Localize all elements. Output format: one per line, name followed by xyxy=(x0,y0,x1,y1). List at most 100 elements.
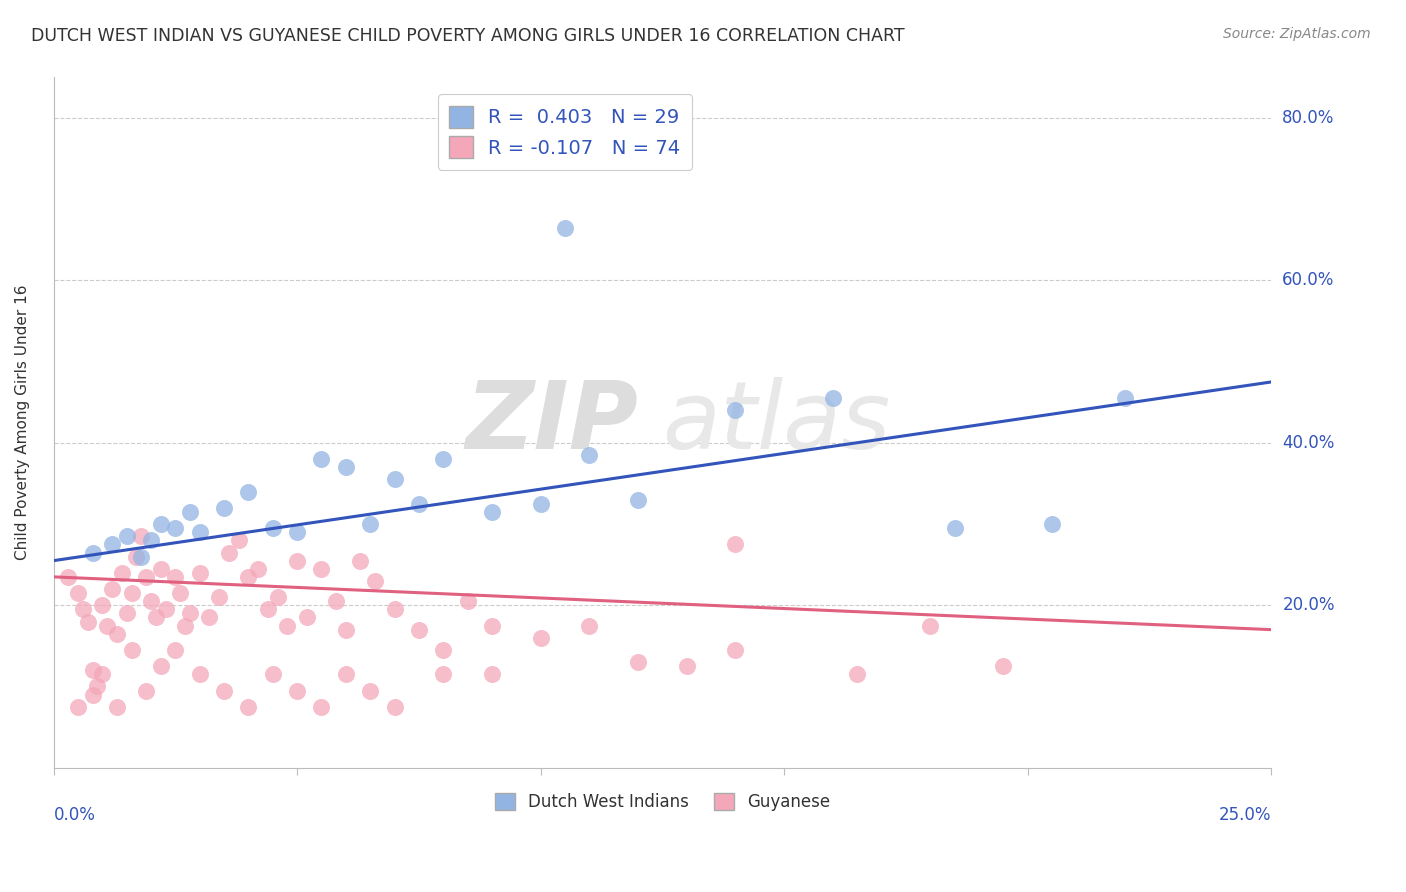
Point xyxy=(115,607,138,621)
Point xyxy=(364,574,387,588)
Text: Source: ZipAtlas.com: Source: ZipAtlas.com xyxy=(1223,27,1371,41)
Text: 40.0%: 40.0% xyxy=(1282,434,1334,452)
Point xyxy=(165,521,187,535)
Point xyxy=(311,562,333,576)
Point xyxy=(457,594,479,608)
Point xyxy=(238,484,260,499)
Point xyxy=(96,618,118,632)
Point xyxy=(58,570,80,584)
Point xyxy=(325,594,347,608)
Text: ZIP: ZIP xyxy=(465,376,638,468)
Point xyxy=(188,566,211,580)
Point xyxy=(530,497,553,511)
Point xyxy=(66,586,89,600)
Point xyxy=(266,590,288,604)
Point xyxy=(335,667,357,681)
Point xyxy=(943,521,966,535)
Point xyxy=(179,607,201,621)
Point xyxy=(208,590,231,604)
Point xyxy=(212,500,235,515)
Point xyxy=(82,545,104,559)
Point xyxy=(481,667,503,681)
Point xyxy=(121,643,143,657)
Point xyxy=(262,521,284,535)
Point xyxy=(76,615,98,629)
Point xyxy=(724,403,747,417)
Point xyxy=(335,460,357,475)
Point xyxy=(554,220,576,235)
Point xyxy=(481,618,503,632)
Point xyxy=(212,683,235,698)
Point xyxy=(257,602,280,616)
Point xyxy=(101,582,124,596)
Point xyxy=(82,688,104,702)
Text: 60.0%: 60.0% xyxy=(1282,271,1334,290)
Text: DUTCH WEST INDIAN VS GUYANESE CHILD POVERTY AMONG GIRLS UNDER 16 CORRELATION CHA: DUTCH WEST INDIAN VS GUYANESE CHILD POVE… xyxy=(31,27,904,45)
Point xyxy=(218,545,240,559)
Point xyxy=(432,643,454,657)
Point xyxy=(115,529,138,543)
Point xyxy=(165,643,187,657)
Point xyxy=(188,525,211,540)
Point xyxy=(384,699,406,714)
Point xyxy=(155,602,177,616)
Point xyxy=(82,663,104,677)
Point xyxy=(238,570,260,584)
Point xyxy=(846,667,869,681)
Point xyxy=(72,602,94,616)
Text: atlas: atlas xyxy=(662,377,890,468)
Point xyxy=(198,610,221,624)
Point xyxy=(101,537,124,551)
Point xyxy=(179,505,201,519)
Point xyxy=(135,570,157,584)
Point xyxy=(276,618,298,632)
Text: 0.0%: 0.0% xyxy=(53,805,96,823)
Point xyxy=(188,667,211,681)
Point xyxy=(129,529,152,543)
Point xyxy=(105,626,128,640)
Point xyxy=(238,699,260,714)
Point xyxy=(408,623,430,637)
Point xyxy=(1040,517,1063,532)
Point xyxy=(920,618,942,632)
Point xyxy=(86,680,108,694)
Point xyxy=(285,525,308,540)
Point xyxy=(359,517,381,532)
Point xyxy=(349,554,371,568)
Point xyxy=(228,533,250,548)
Point xyxy=(247,562,270,576)
Point xyxy=(724,537,747,551)
Point xyxy=(149,659,172,673)
Point xyxy=(145,610,167,624)
Point xyxy=(530,631,553,645)
Point xyxy=(432,667,454,681)
Point xyxy=(578,618,600,632)
Point xyxy=(135,683,157,698)
Point xyxy=(129,549,152,564)
Point xyxy=(821,391,844,405)
Point xyxy=(111,566,134,580)
Point xyxy=(285,554,308,568)
Point xyxy=(121,586,143,600)
Text: 20.0%: 20.0% xyxy=(1282,596,1334,615)
Legend: Dutch West Indians, Guyanese: Dutch West Indians, Guyanese xyxy=(488,787,837,818)
Point xyxy=(66,699,89,714)
Point xyxy=(165,570,187,584)
Point xyxy=(724,643,747,657)
Point xyxy=(627,492,650,507)
Y-axis label: Child Poverty Among Girls Under 16: Child Poverty Among Girls Under 16 xyxy=(15,285,30,560)
Point xyxy=(262,667,284,681)
Point xyxy=(295,610,318,624)
Point xyxy=(408,497,430,511)
Point xyxy=(481,505,503,519)
Point xyxy=(675,659,697,673)
Point xyxy=(311,452,333,467)
Point xyxy=(174,618,197,632)
Point xyxy=(91,667,114,681)
Point xyxy=(139,594,162,608)
Point xyxy=(91,599,114,613)
Point xyxy=(311,699,333,714)
Point xyxy=(384,602,406,616)
Point xyxy=(125,549,148,564)
Point xyxy=(105,699,128,714)
